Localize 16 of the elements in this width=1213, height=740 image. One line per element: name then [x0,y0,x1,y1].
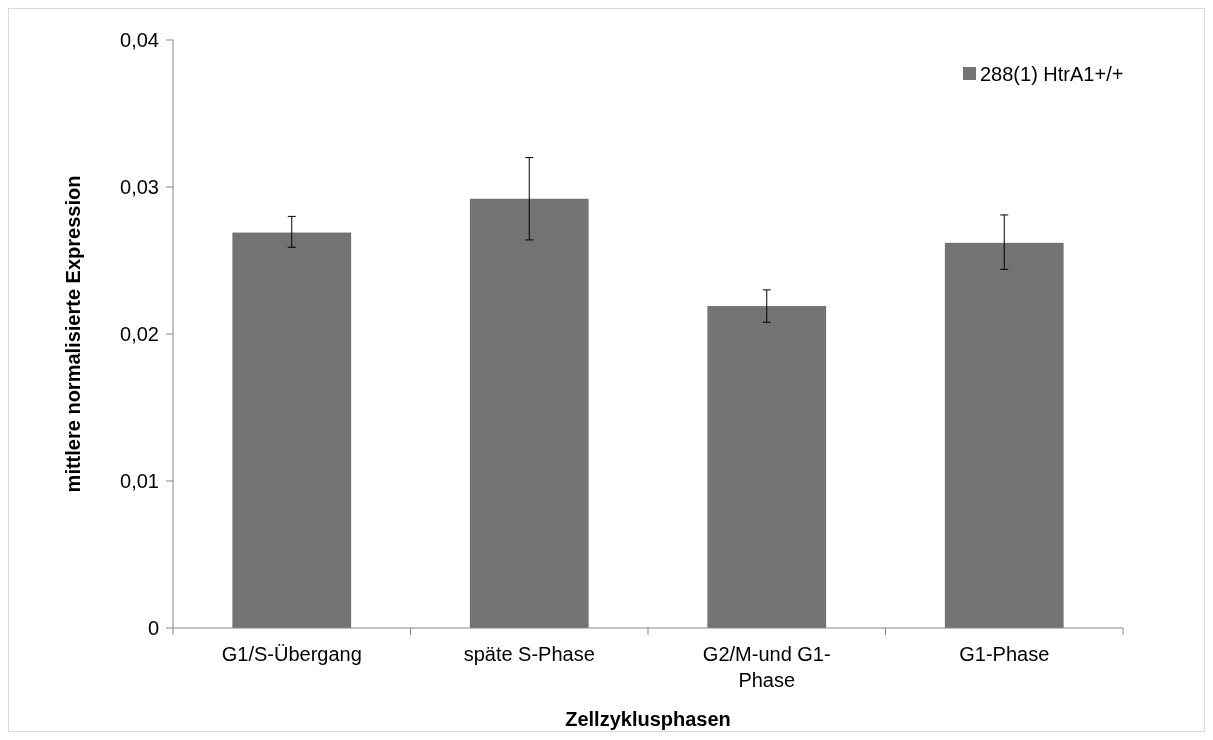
bar [232,232,352,628]
y-tick-label: 0 [147,617,159,639]
bar [469,198,589,628]
legend-label: 288(1) HtrA1+/+ [980,63,1124,85]
y-tick-label: 0,04 [120,29,159,51]
bar [707,306,827,628]
x-tick-label: G1-Phase [959,643,1050,665]
x-tick-label: G2/M-und G1-Phase [702,643,831,691]
x-tick-label: G1/S-Übergang [221,643,362,665]
y-tick-label: 0,01 [120,470,159,492]
bar [944,242,1064,628]
x-axis-title: Zellzyklusphasen [565,708,731,730]
y-tick-label: 0,03 [120,176,159,198]
y-tick-label: 0,02 [120,323,159,345]
x-tick-label: späte S-Phase [463,643,595,665]
y-axis-title: mittlere normalisierte Expression [62,175,84,493]
